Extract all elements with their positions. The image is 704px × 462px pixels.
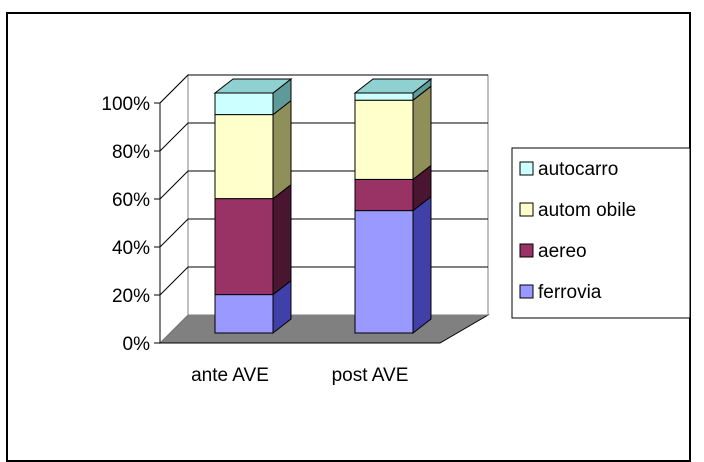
bar-front — [354, 178, 414, 212]
bar-segment-aereo — [354, 164, 432, 212]
bar-segment-ferrovia — [354, 195, 432, 335]
bar-side — [272, 183, 292, 296]
bar-top — [353, 78, 433, 94]
category-label: post AVE — [332, 365, 409, 386]
bar-top — [213, 78, 293, 94]
chart-side-wall — [159, 73, 189, 345]
chart-floor — [158, 314, 490, 344]
bar-front — [214, 294, 274, 334]
legend-swatch — [519, 243, 534, 258]
stacked-bar-chart: 0% 20% 40% 60% 80% 100% ante AVE post AVE auto… — [101, 73, 691, 386]
category-label: ante AVE — [191, 365, 269, 386]
bar-side — [272, 99, 292, 200]
bar-front — [354, 99, 414, 180]
y-tick-label: 80% — [112, 142, 150, 163]
legend-swatch — [519, 284, 534, 299]
legend-swatch — [519, 161, 534, 176]
bar-segment-autocarro — [353, 77, 433, 102]
legend-label: autocarro — [538, 159, 618, 180]
bar-segment-autom-obile — [214, 99, 292, 200]
bar-segment-autocarro — [213, 77, 293, 116]
bar-side — [412, 85, 432, 181]
chart-walls — [158, 73, 490, 345]
y-tick-label: 20% — [112, 286, 150, 307]
bar-segment-ferrovia — [214, 279, 292, 335]
y-axis — [154, 102, 440, 344]
bar-front — [354, 92, 414, 101]
y-tick-label: 60% — [112, 190, 150, 211]
legend-label: ferrovia — [538, 282, 602, 303]
bar-segment-autom-obile — [354, 85, 432, 181]
bar-front — [214, 92, 274, 116]
legend-label: autom obile — [538, 200, 636, 221]
bars — [213, 77, 433, 335]
legend-swatch — [519, 202, 534, 217]
bar-front — [214, 198, 274, 296]
bar-front — [354, 210, 414, 334]
y-tick-labels: 0% 20% 40% 60% 80% 100% — [101, 94, 150, 355]
gridline — [159, 74, 488, 104]
legend-label: aereo — [538, 241, 587, 262]
y-tick-label: 40% — [112, 238, 150, 259]
bar-front — [214, 114, 274, 200]
legend-box — [511, 147, 691, 319]
y-tick-label: 0% — [123, 334, 151, 355]
bar-side — [412, 195, 432, 335]
legend: autocarro autom obile aereo ferrovia — [511, 147, 691, 319]
category-labels: ante AVE post AVE — [191, 365, 408, 386]
bar-segment-aereo — [214, 183, 292, 296]
y-tick-label: 100% — [101, 94, 150, 115]
